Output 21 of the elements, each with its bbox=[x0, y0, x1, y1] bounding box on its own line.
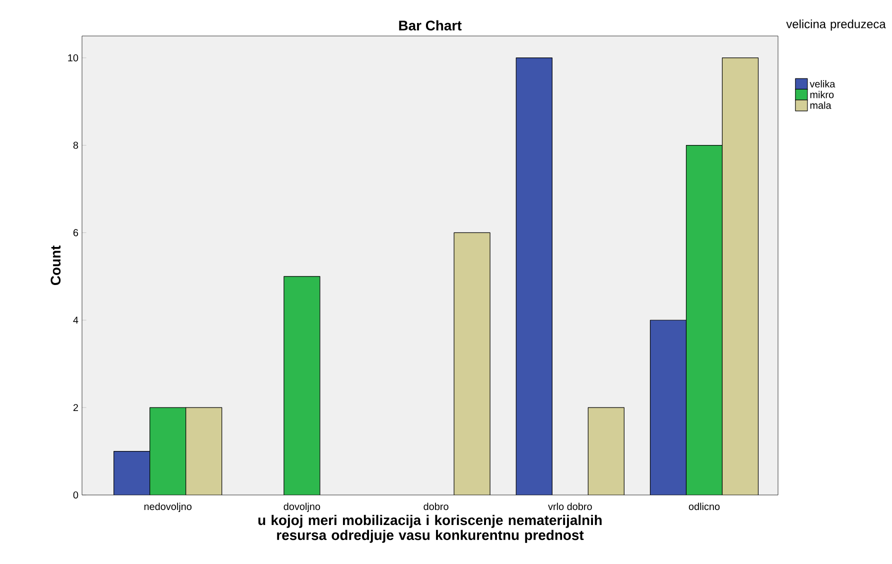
y-tick-label: 10 bbox=[68, 54, 78, 62]
y-tick-label: 2 bbox=[73, 404, 78, 412]
x-tick-label: vrlo dobro bbox=[548, 502, 592, 510]
legend-label: velika bbox=[810, 80, 836, 88]
bar bbox=[284, 276, 320, 495]
chart-title: Bar Chart bbox=[399, 20, 462, 30]
legend-label: mala bbox=[810, 102, 832, 109]
bar bbox=[150, 407, 186, 495]
bar bbox=[686, 144, 723, 495]
y-tick-label: 4 bbox=[73, 316, 78, 324]
x-tick-label: odlicno bbox=[688, 502, 720, 510]
y-tick-label: 6 bbox=[73, 229, 78, 236]
legend-label: mikro bbox=[810, 90, 834, 98]
y-tick-label: 8 bbox=[73, 142, 78, 149]
x-tick-label: dovoljno bbox=[284, 502, 320, 512]
legend-title: velicina preduzeca bbox=[786, 20, 886, 31]
y-axis-title: Count bbox=[50, 246, 61, 286]
x-tick-label: nedovoljno bbox=[144, 502, 192, 512]
x-tick-label: dobro bbox=[424, 502, 448, 510]
x-axis-title: u kojoj meri mobilizacija i koriscenje nematerijalnih resursa odredjuje vasu konkurentnu prednost bbox=[258, 514, 602, 543]
y-tick-label: 0 bbox=[73, 491, 78, 499]
